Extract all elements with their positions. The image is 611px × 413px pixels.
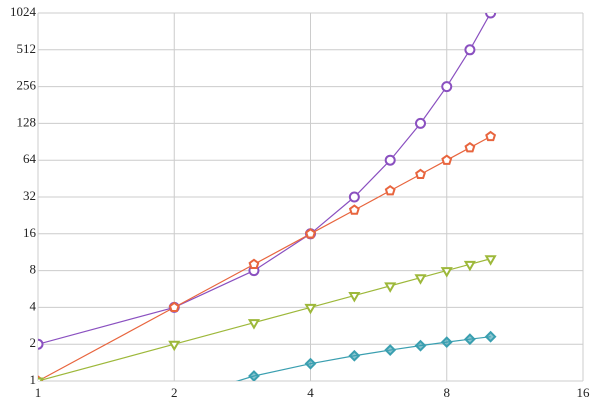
marker: [484, 330, 497, 343]
marker: [463, 260, 476, 272]
marker: [441, 81, 453, 93]
marker: [305, 228, 316, 239]
marker: [414, 339, 427, 352]
marker: [384, 185, 396, 196]
marker: [414, 274, 427, 285]
marker: [348, 204, 360, 215]
series-line: [38, 258, 491, 381]
marker: [38, 338, 44, 350]
y-tick-label: 16: [23, 225, 37, 240]
marker: [440, 336, 453, 349]
marker: [304, 357, 317, 370]
marker: [464, 141, 476, 153]
marker: [247, 319, 261, 330]
y-tick-label: 512: [17, 41, 37, 56]
marker: [485, 130, 497, 142]
y-tick-label: 256: [17, 78, 37, 93]
marker: [485, 13, 497, 19]
marker: [168, 340, 181, 352]
marker: [348, 349, 361, 362]
marker: [248, 258, 260, 269]
marker: [38, 377, 45, 381]
marker: [384, 282, 397, 293]
marker: [348, 292, 361, 303]
x-tick-label: 2: [171, 385, 178, 400]
y-tick-label: 4: [30, 298, 37, 313]
series-line: [38, 13, 492, 345]
y-tick-label: 1024: [10, 4, 37, 19]
marker: [415, 117, 427, 129]
marker: [464, 44, 476, 56]
series-line: [38, 135, 491, 381]
marker: [168, 301, 180, 313]
marker: [484, 255, 497, 266]
y-tick-label: 128: [17, 114, 37, 129]
marker: [304, 303, 317, 315]
marker: [248, 370, 260, 381]
marker: [348, 191, 360, 203]
x-tick-label: 16: [577, 385, 591, 400]
marker: [441, 154, 453, 165]
marker: [415, 168, 426, 180]
y-tick-label: 64: [23, 151, 37, 166]
marker: [384, 344, 397, 356]
marker: [463, 333, 476, 346]
y-tick-label: 8: [30, 262, 37, 277]
grid: [37, 12, 584, 382]
x-tick-label: 4: [307, 385, 314, 400]
y-tick-label: 32: [23, 188, 36, 203]
marker: [440, 267, 453, 278]
y-tick-label: 1: [30, 372, 37, 387]
x-tick-label: 1: [35, 385, 42, 400]
x-tick-label: 8: [444, 385, 451, 400]
plot-area: [38, 13, 497, 381]
axis-labels: 1 2 4 8 16 1 2 4 8 16 32 64 128 256 512 1024: [10, 4, 590, 400]
y-tick-label: 2: [30, 335, 37, 350]
marker: [384, 154, 396, 166]
